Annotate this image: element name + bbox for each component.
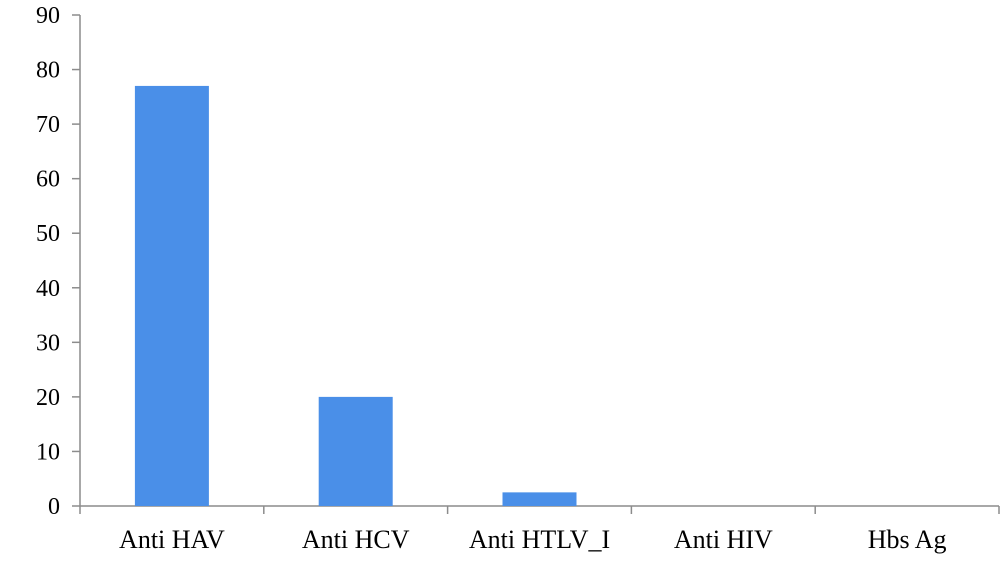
x-category-label: Anti HCV — [302, 525, 410, 554]
y-tick-label: 50 — [36, 221, 60, 247]
y-tick-label: 70 — [36, 112, 60, 138]
bar — [318, 396, 393, 506]
x-category-label: Anti HAV — [119, 525, 225, 554]
y-tick-label: 60 — [36, 167, 60, 193]
bar — [502, 492, 577, 506]
x-category-label: Anti HTLV_I — [469, 525, 610, 554]
y-tick-label: 10 — [36, 439, 60, 465]
y-tick-label: 90 — [36, 3, 60, 29]
y-axis: 0 10 20 30 40 50 60 70 80 90 — [36, 3, 81, 520]
y-tick-label: 80 — [36, 58, 60, 84]
y-tick-label: 30 — [36, 330, 60, 356]
x-category-label: Anti HIV — [674, 525, 773, 554]
y-tick-label: 40 — [36, 276, 60, 302]
y-tick-label: 0 — [48, 494, 60, 520]
y-tick-label: 20 — [36, 385, 60, 411]
bar — [134, 85, 209, 506]
bars — [134, 85, 577, 506]
x-category-label: Hbs Ag — [868, 525, 947, 554]
x-axis: Anti HAV Anti HCV Anti HTLV_I Anti HIV Hbs A… — [79, 505, 1000, 554]
